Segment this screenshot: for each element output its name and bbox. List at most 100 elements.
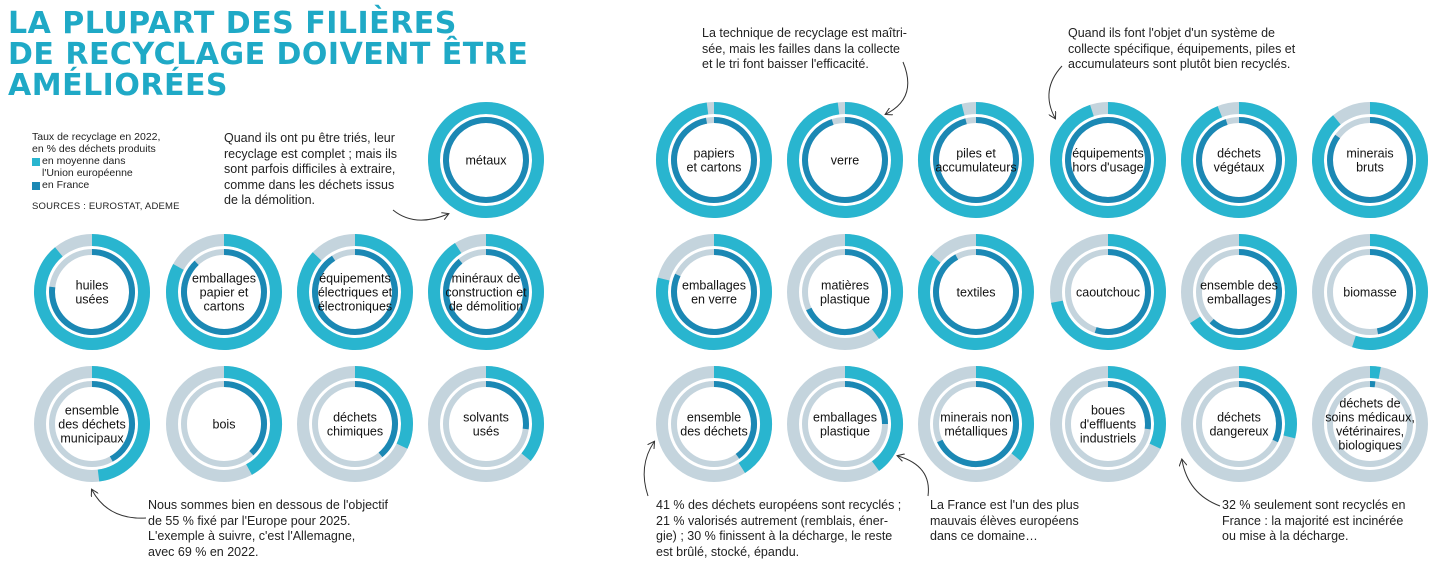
donut-label-line: huiles — [76, 279, 109, 293]
donut-déchets-de-soins-médicaux-vétérinaires-biologiques: déchets de soins médicaux, vétérinaires, bi… — [1312, 366, 1428, 482]
donut-label-line: usées — [75, 293, 108, 307]
eu-arc — [787, 102, 903, 218]
annotation-plastique: La France est l'un des plus mauvais élèv… — [930, 498, 1079, 545]
donut-label-line: municipaux — [60, 432, 124, 446]
eu-arc — [428, 102, 544, 218]
donut-label-line: papiers — [694, 147, 735, 161]
fr-arc — [443, 249, 529, 335]
annotation-municipaux: Nous sommes bien en dessous de l'objecti… — [148, 498, 388, 560]
donut-label-line: hors d'usage — [1072, 161, 1143, 175]
note-line: Nous sommes bien en dessous de l'objecti… — [148, 498, 389, 512]
donut-label: ensemble des emballages — [1200, 279, 1278, 307]
donut-label: huiles usées — [75, 279, 108, 307]
donut-label: solvants usés — [463, 411, 509, 439]
donut-label: emballages en verre — [682, 279, 746, 307]
eu-arc — [1050, 102, 1166, 218]
fr-arc — [806, 249, 888, 335]
legend-entry-eu: en moyenne dans l'Union européenne — [32, 155, 180, 179]
fr-arc — [1107, 381, 1151, 430]
donut-label-line: solvants — [463, 411, 509, 425]
eu-arc — [1107, 366, 1166, 449]
note-line: France : la majorité est incinérée — [1222, 513, 1404, 528]
legend: Taux de recyclage en 2022, en % des déch… — [32, 131, 180, 212]
note-line: L'exemple à suivre, c'est l'Allemagne, — [148, 529, 356, 543]
fr-arc — [49, 249, 135, 335]
legend-swatch-fr — [32, 182, 40, 190]
note-line: gie) ; 30 % finissent à la décharge, le … — [656, 529, 893, 543]
legend-fr-label: en France — [42, 179, 90, 191]
donut-label-line: piles et — [956, 147, 996, 161]
note-line: 32 % seulement sont recyclés en — [1222, 498, 1406, 512]
donut-label-line: caoutchouc — [1076, 286, 1140, 300]
fr-arc — [713, 381, 757, 459]
eu-arc — [918, 102, 1034, 218]
eu-arc — [223, 366, 282, 475]
note-line: 41 % des déchets européens sont recyclés… — [656, 498, 902, 512]
fr-arc — [1065, 117, 1151, 203]
fr-arc — [933, 117, 1020, 203]
donut-ensemble-des-emballages: ensemble des emballages — [1181, 234, 1297, 350]
note-line: collecte spécifique, équipements, piles … — [1068, 41, 1296, 56]
donut-huiles-usées: huiles usées — [34, 234, 150, 350]
donut-label-line: électriques et — [318, 286, 393, 300]
eu-arc — [1312, 102, 1428, 218]
donut-label-line: cartons — [204, 300, 245, 314]
eu-arc — [1190, 234, 1297, 350]
donut-papiers-et-cartons: papiers et cartons — [656, 102, 772, 218]
donut-label-line: emballages — [682, 279, 746, 293]
donut-métaux: métaux — [428, 102, 544, 218]
title-line-3: AMÉLIORÉES — [8, 68, 229, 103]
donut-label: équipements hors d'usage — [1072, 147, 1144, 175]
donut-caoutchouc: caoutchouc — [1050, 234, 1166, 350]
donut-emballages-plastique: emballages plastique — [787, 366, 903, 482]
donut-biomasse: biomasse — [1312, 234, 1428, 350]
donut-label-line: verre — [831, 154, 860, 168]
donut-ensemble-des-déchets-municipaux: ensemble des déchets municipaux — [34, 366, 150, 482]
eu-arc — [713, 366, 772, 473]
donut-déchets-dangereux: déchets dangereux — [1181, 366, 1297, 482]
donut-label-line: des déchets — [58, 418, 125, 432]
chart-title: LA PLUPART DES FILIÈRES DE RECYCLAGE DOI… — [8, 8, 528, 101]
donut-label-line: végétaux — [1214, 161, 1265, 175]
donut-label-line: plastique — [820, 293, 870, 307]
donut-label-line: minerais non — [940, 411, 1012, 425]
note-line: dans ce domaine… — [930, 529, 1038, 543]
note-line: Quand ils ont pu être triés, leur — [224, 131, 395, 145]
donut-label: caoutchouc — [1076, 286, 1140, 300]
note-line: est brûlé, stocké, épandu. — [656, 544, 800, 559]
donut-label: verre — [831, 154, 860, 168]
donut-piles-et-accumulateurs: piles et accumulateurs — [918, 102, 1034, 218]
note-line: accumulateurs sont plutôt bien recyclés. — [1068, 57, 1291, 71]
donut-label-line: minéraux de — [452, 272, 521, 286]
donut-label-line: équipements — [319, 272, 391, 286]
donut-label-line: bois — [213, 418, 236, 432]
fr-arc — [1209, 249, 1282, 335]
legend-eu-line-2: l'Union européenne — [42, 166, 133, 179]
eu-arc — [1238, 366, 1297, 439]
eu-arc — [1369, 366, 1381, 379]
donut-déchets-chimiques: déchets chimiques — [297, 366, 413, 482]
donut-label: équipements électriques et électroniques — [318, 272, 393, 314]
donut-équipements-hors-d-usage: équipements hors d'usage — [1050, 102, 1166, 218]
fr-arc — [1327, 117, 1413, 203]
donut-label: minéraux de construction et de démolition — [445, 272, 527, 314]
note-line: de la démolition. — [224, 193, 316, 207]
fr-arc — [671, 249, 757, 335]
donut-label-line: usés — [473, 425, 499, 439]
legend-entry-fr: en France — [32, 179, 180, 192]
note-line: recyclage est complet ; mais ils — [224, 146, 397, 161]
fr-arc — [485, 381, 529, 430]
eu-arc — [91, 366, 150, 482]
donut-minéraux-de-construction-et-de-démolition: minéraux de construction et de démolition — [428, 234, 544, 350]
donut-label: ensemble des déchets — [680, 411, 747, 439]
eu-arc — [844, 366, 903, 471]
eu-arc — [354, 366, 413, 449]
donut-label: déchets dangereux — [1209, 411, 1269, 439]
donut-textiles: textiles — [918, 234, 1034, 350]
eu-arc — [844, 234, 903, 339]
fr-arc — [844, 381, 888, 425]
fr-arc — [1238, 381, 1282, 443]
donut-label-line: minerais — [1346, 147, 1393, 161]
donut-label-line: et cartons — [687, 161, 742, 175]
donut-label: déchets chimiques — [327, 411, 383, 439]
